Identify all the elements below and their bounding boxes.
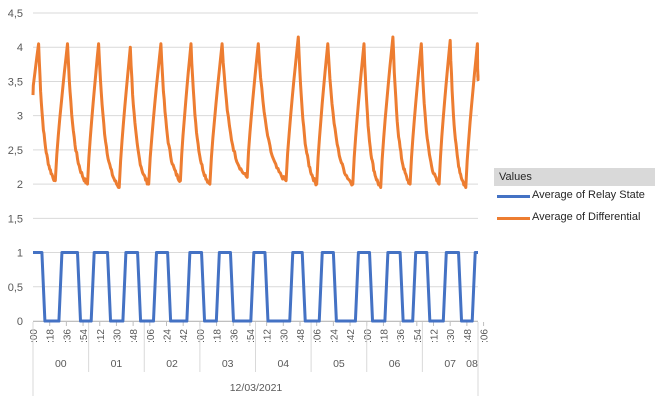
series-layer — [31, 35, 480, 323]
y-axis-tick-labels: 0 0,5 1 1,5 2 2,5 3 3,5 4 4,5 — [8, 8, 23, 328]
y-tick-label: 4 — [17, 42, 23, 54]
legend-label-differential: Average of Differential — [532, 211, 641, 223]
x-axis-date-label: 12/03/2021 — [230, 382, 283, 394]
legend-item-differential: Average of Differential — [494, 208, 655, 230]
x-minute-label: :24 — [329, 329, 340, 343]
y-tick-label: 3 — [17, 111, 23, 123]
x-hour-label: 07 — [444, 358, 456, 370]
x-minute-label: :48 — [129, 329, 140, 343]
legend-title: Values — [494, 168, 655, 186]
x-minute-label: :06 — [313, 329, 324, 343]
x-minute-label: :00 — [196, 329, 207, 343]
y-tick-label: 0 — [17, 316, 23, 328]
x-hour-label: 05 — [333, 358, 345, 370]
x-minute-label: :54 — [246, 329, 257, 343]
y-tick-label: 0,5 — [8, 282, 23, 294]
x-axis: :00 :18 :36 :54 :12 :30 :48 :06 :24 :42 :00 :18 :36:… — [29, 321, 491, 396]
x-hour-label: 01 — [111, 358, 123, 370]
y-tick-label: 3,5 — [8, 76, 23, 88]
x-minute-label: :36 — [396, 329, 407, 343]
x-minute-label: :42 — [346, 329, 357, 343]
series-line-relay-state — [33, 251, 478, 323]
x-hour-label: 06 — [389, 358, 401, 370]
x-minute-label: :30 — [446, 329, 457, 343]
legend-label-relay-state: Average of Relay State — [532, 189, 645, 201]
x-minute-label: :12 — [96, 329, 107, 343]
x-hour-label: 08 — [466, 358, 478, 370]
x-minute-label: :24 — [163, 329, 174, 343]
y-tick-label: 1,5 — [8, 213, 23, 225]
x-hour-label: 04 — [277, 358, 289, 370]
y-tick-label: 4,5 — [8, 8, 23, 20]
x-minute-label: :54 — [79, 329, 90, 343]
x-minute-label: :30 — [112, 329, 123, 343]
y-tick-label: 2,5 — [8, 145, 23, 157]
x-minute-label: :48 — [296, 329, 307, 343]
x-minute-label: :48 — [463, 329, 474, 343]
x-minute-label: :00 — [363, 329, 374, 343]
x-minute-label: :36 — [62, 329, 73, 343]
x-hour-label: 03 — [222, 358, 234, 370]
x-minute-label: :06 — [480, 329, 491, 343]
x-hour-label: 00 — [55, 358, 67, 370]
x-minute-label: :00 — [29, 329, 40, 343]
x-minute-label: :30 — [279, 329, 290, 343]
x-minute-label: :18 — [46, 329, 57, 343]
x-minute-label: :42 — [179, 329, 190, 343]
legend-swatch-relay-state — [497, 195, 530, 198]
x-minute-label: :06 — [146, 329, 157, 343]
legend: Values Average of Relay State Average of… — [494, 168, 655, 230]
x-minute-label: :18 — [213, 329, 224, 343]
y-tick-label: 2 — [17, 179, 23, 191]
x-minute-label: :36 — [229, 329, 240, 343]
series-line-differential — [31, 35, 480, 189]
y-tick-label: 1 — [17, 248, 23, 260]
legend-swatch-differential — [497, 217, 530, 220]
x-hour-label: 02 — [166, 358, 178, 370]
x-minute-label: :12 — [263, 329, 274, 343]
x-minute-label: :54 — [413, 329, 424, 343]
legend-item-relay-state: Average of Relay State — [494, 186, 655, 208]
x-minute-label: :18 — [379, 329, 390, 343]
x-minute-label: :12 — [430, 329, 441, 343]
